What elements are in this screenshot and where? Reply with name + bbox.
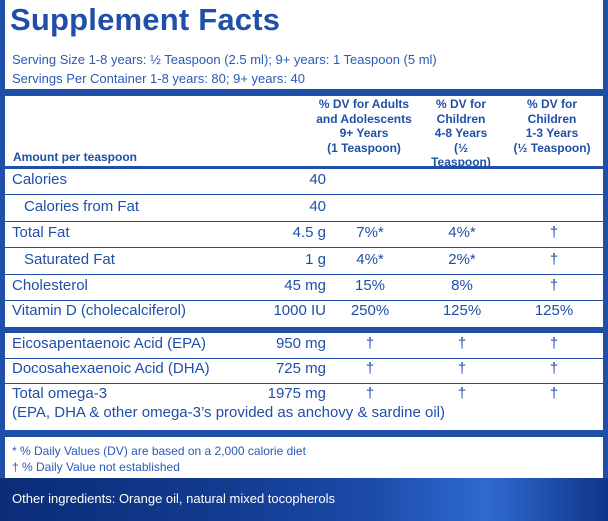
dv-adults: † [365, 360, 375, 377]
dv-children-1-3: † [549, 335, 559, 352]
dv-children-4-8: † [457, 385, 467, 402]
table-row: Total omega-3 1975 mg † † † [0, 385, 608, 409]
nutrient-name: Cholesterol [12, 277, 88, 294]
nutrient-amount: 40 [309, 171, 326, 188]
bottom-rule [5, 430, 603, 437]
nutrient-name: Vitamin D (cholecalciferol) [12, 302, 186, 319]
row-divider [5, 247, 603, 248]
nutrient-name: Eicosapentaenoic Acid (EPA) [12, 335, 206, 352]
row-divider [5, 358, 603, 359]
nutrient-amount: 40 [309, 198, 326, 215]
header-line: % DV for Adults [318, 97, 410, 111]
dv-children-1-3: 125% [534, 302, 574, 319]
header-line: 9+ Years [339, 126, 389, 140]
right-border [603, 0, 608, 478]
omega-note: (EPA, DHA & other omega-3’s provided as … [12, 404, 445, 421]
dv-children-4-8: 125% [442, 302, 482, 319]
table-row: Eicosapentaenoic Acid (EPA) 950 mg † † † [0, 335, 608, 359]
table-row: Calories from Fat 40 [0, 198, 608, 222]
nutrient-name: Docosahexaenoic Acid (DHA) [12, 360, 210, 377]
dv-children-4-8: 2%* [448, 251, 476, 268]
nutrient-amount: 1000 IU [273, 302, 326, 319]
nutrient-amount: 1975 mg [267, 385, 326, 402]
section-rule [5, 327, 603, 333]
nutrient-name: Saturated Fat [24, 251, 115, 268]
table-row: Vitamin D (cholecalciferol) 1000 IU 250%… [0, 302, 608, 326]
nutrient-amount: 1 g [305, 251, 326, 268]
table-row: Saturated Fat 1 g 4%* 2%* † [0, 251, 608, 275]
nutrient-name: Calories from Fat [24, 198, 140, 215]
header-dv-children-1-3: % DV for Children 1-3 Years (½ Teaspoon) [506, 97, 598, 155]
header-dv-children-4-8: % DV for Children 4-8 Years (½ Teaspoon) [426, 97, 496, 170]
nutrient-name: Total Fat [12, 224, 70, 241]
dv-children-1-3: † [549, 277, 559, 294]
dv-children-1-3: † [549, 251, 559, 268]
dv-children-4-8: † [457, 360, 467, 377]
row-divider [5, 274, 603, 275]
dv-children-4-8: 4%* [448, 224, 476, 241]
table-row: Cholesterol 45 mg 15% 8% † [0, 277, 608, 301]
dv-adults: 4%* [356, 251, 384, 268]
dv-children-1-3: † [549, 360, 559, 377]
panel-title: Supplement Facts [10, 2, 281, 37]
other-ingredients-band [0, 478, 608, 521]
dv-adults: † [365, 385, 375, 402]
footnote-daily-values: * % Daily Values (DV) are based on a 2,0… [12, 444, 306, 458]
nutrient-amount: 45 mg [284, 277, 326, 294]
other-ingredients: Other ingredients: Orange oil, natural m… [12, 491, 336, 506]
table-row: Calories 40 [0, 171, 608, 195]
dv-children-1-3: † [549, 224, 559, 241]
header-line: Children [527, 111, 577, 126]
row-divider [5, 383, 603, 384]
header-line: (½ Teaspoon) [431, 140, 491, 170]
amount-per-label: Amount per teaspoon [13, 150, 138, 164]
amount-rule [5, 166, 603, 169]
header-line: % DV for [526, 97, 577, 111]
row-divider [5, 221, 603, 222]
dv-adults: 15% [354, 277, 386, 294]
top-rule [5, 89, 603, 96]
row-divider [5, 194, 603, 195]
dv-adults: 250% [350, 302, 390, 319]
nutrient-name: Calories [12, 171, 68, 188]
dv-children-4-8: 8% [451, 277, 473, 294]
nutrient-amount: 4.5 g [292, 224, 326, 241]
dv-children-1-3: † [549, 385, 559, 402]
header-line: and Adolescents [316, 111, 412, 126]
supplement-facts-panel: Supplement Facts Serving Size 1-8 years:… [0, 0, 608, 478]
left-border [0, 0, 5, 478]
dv-children-4-8: † [457, 335, 467, 352]
nutrient-name: Total omega-3 [12, 385, 108, 402]
dv-adults: 7%* [356, 224, 384, 241]
header-line: 1-3 Years [525, 126, 579, 140]
header-line: (1 Teaspoon) [327, 140, 401, 155]
dv-adults: † [365, 335, 375, 352]
header-line: Children [436, 111, 486, 126]
nutrient-amount: 950 mg [275, 335, 326, 352]
header-line: % DV for [435, 97, 486, 111]
footnote-not-established: † % Daily Value not established [12, 460, 180, 474]
table-row: Docosahexaenoic Acid (DHA) 725 mg † † † [0, 360, 608, 384]
table-row: Total Fat 4.5 g 7%* 4%* † [0, 224, 608, 248]
header-dv-adults: % DV for Adults and Adolescents 9+ Years… [306, 97, 422, 155]
serving-size: Serving Size 1-8 years: ½ Teaspoon (2.5 … [12, 52, 437, 67]
servings-per-container: Servings Per Container 1-8 years: 80; 9+… [12, 71, 306, 86]
nutrient-amount: 725 mg [275, 360, 326, 377]
row-divider [5, 300, 603, 301]
omega-note-row: (EPA, DHA & other omega-3’s provided as … [0, 404, 608, 428]
header-line: (½ Teaspoon) [513, 140, 591, 155]
header-line: 4-8 Years [434, 126, 488, 140]
